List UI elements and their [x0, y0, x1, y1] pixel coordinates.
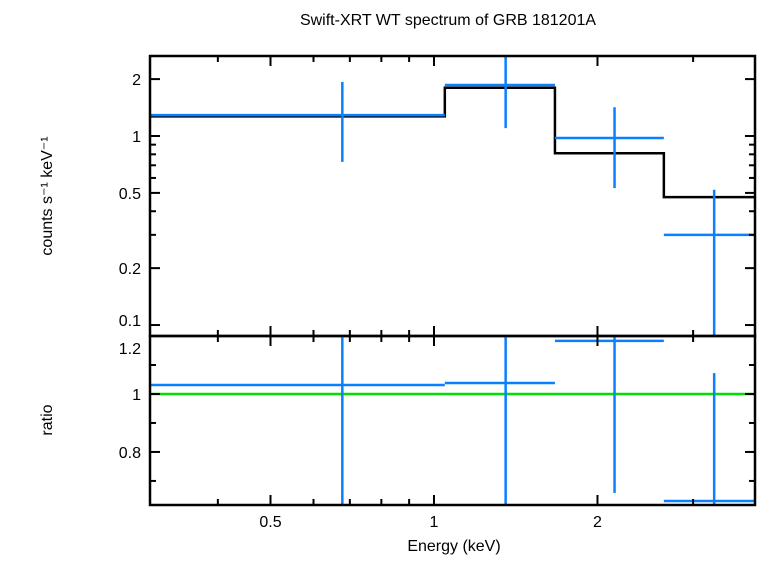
model-step-line — [150, 86, 755, 199]
y-tick-label: 0.1 — [119, 313, 141, 330]
y-tick-label: 0.8 — [119, 445, 141, 462]
y-tick-label: 1 — [132, 129, 141, 146]
x-tick-label: 2 — [593, 514, 602, 531]
y-tick-label: 2 — [132, 72, 141, 89]
y-tick-label: 0.5 — [119, 186, 141, 203]
bottom-y-axis-label: ratio — [39, 404, 56, 435]
panel-1-content — [150, 336, 755, 505]
y-tick-label: 1 — [132, 387, 141, 404]
top-y-axis-label: counts s⁻¹ keV⁻¹ — [39, 136, 56, 255]
y-tick-label: 1.2 — [119, 341, 141, 358]
x-axis-label: Energy (keV) — [407, 538, 500, 555]
chart-title: Swift-XRT WT spectrum of GRB 181201A — [300, 12, 596, 29]
x-tick-label: 1 — [430, 514, 439, 531]
panel-1-frame — [148, 334, 757, 507]
y-tick-label: 0.2 — [119, 261, 141, 278]
x-tick-label: 0.5 — [259, 514, 281, 531]
panel-0-content — [150, 56, 755, 336]
